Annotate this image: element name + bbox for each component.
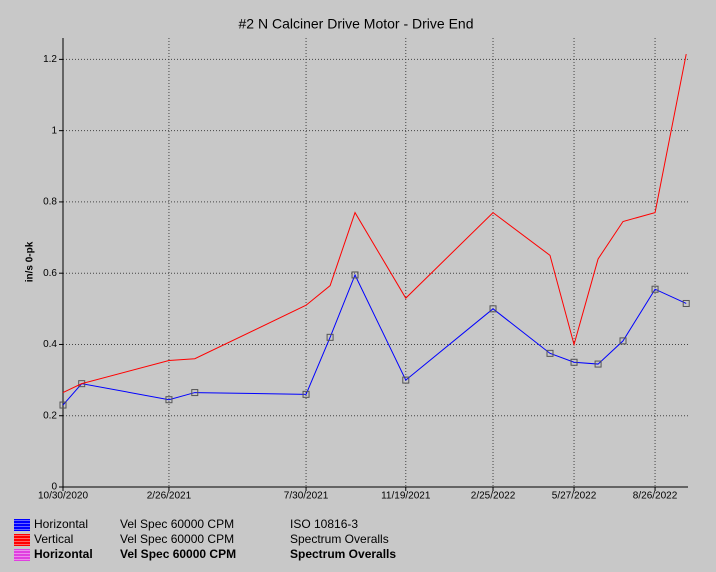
legend-name: Vertical <box>34 532 73 546</box>
y-tick-label: 1.2 <box>43 54 57 65</box>
y-tick-label: 0.8 <box>43 197 57 208</box>
point-marker <box>302 390 310 398</box>
legend-name: Horizontal <box>34 547 93 561</box>
point-marker <box>594 360 602 368</box>
x-tick-label: 11/19/2021 <box>381 491 431 502</box>
y-axis-label: in/s 0-pk <box>25 241 36 282</box>
x-tick-label: 2/25/2022 <box>471 491 516 502</box>
x-tick-label: 7/30/2021 <box>284 491 329 502</box>
series-line <box>62 273 687 406</box>
point-marker <box>682 299 690 307</box>
point-marker <box>402 376 410 384</box>
point-marker <box>326 333 334 341</box>
point-marker <box>570 358 578 366</box>
legend-name: Horizontal <box>34 517 88 531</box>
y-tick-label: 0.2 <box>43 410 57 421</box>
y-tick-label: 0 <box>51 482 57 493</box>
legend-swatch <box>14 519 30 531</box>
point-marker <box>351 271 359 279</box>
point-marker <box>651 285 659 293</box>
point-marker <box>78 380 86 388</box>
point-marker <box>165 396 173 404</box>
legend-measurement: Vel Spec 60000 CPM <box>120 532 234 546</box>
legend-measurement: Vel Spec 60000 CPM <box>120 517 234 531</box>
legend-swatch <box>14 549 30 561</box>
x-tick-label: 2/26/2021 <box>147 491 192 502</box>
legend-source: ISO 10816-3 <box>290 517 358 531</box>
legend-measurement: Vel Spec 60000 CPM <box>120 547 236 561</box>
y-tick-label: 1 <box>51 125 57 136</box>
point-marker <box>489 305 497 313</box>
legend-source: Spectrum Overalls <box>290 547 396 561</box>
legend-swatch <box>14 534 30 546</box>
point-marker <box>59 401 67 409</box>
x-tick-label: 10/30/2020 <box>38 491 88 502</box>
point-marker <box>191 389 199 397</box>
x-tick-label: 5/27/2022 <box>552 491 597 502</box>
point-marker <box>619 337 627 345</box>
x-tick-label: 8/26/2022 <box>633 491 678 502</box>
point-marker <box>546 349 554 357</box>
series-line <box>62 53 687 394</box>
y-tick-label: 0.6 <box>43 268 57 279</box>
y-tick-label: 0.4 <box>43 339 57 350</box>
legend-source: Spectrum Overalls <box>290 532 389 546</box>
chart-title: #2 N Calciner Drive Motor - Drive End <box>239 16 474 32</box>
